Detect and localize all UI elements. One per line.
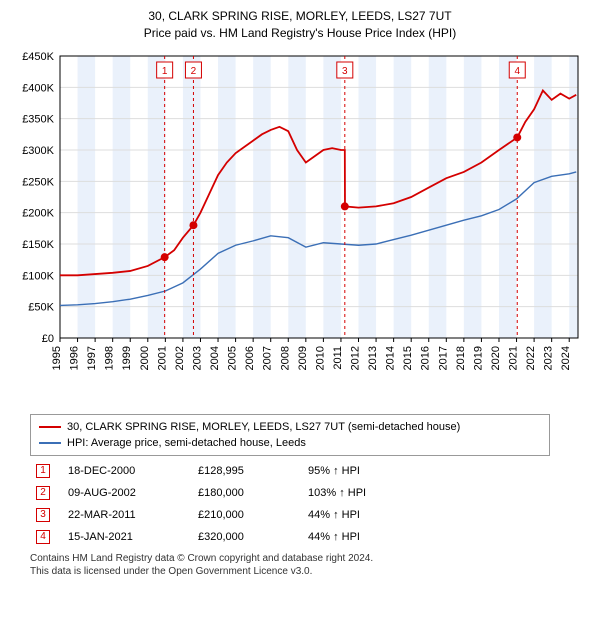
svg-text:£450K: £450K <box>22 51 54 63</box>
svg-text:2004: 2004 <box>209 346 221 370</box>
svg-text:2020: 2020 <box>490 346 502 370</box>
sale-date: 22-MAR-2011 <box>68 509 198 521</box>
sale-price: £180,000 <box>198 487 308 499</box>
sale-row: 3 22-MAR-2011 £210,000 44% ↑ HPI <box>30 504 588 526</box>
svg-text:2009: 2009 <box>297 346 309 370</box>
chart-svg: £0 £50K £100K £150K £200K £250K £300K £350K £400… <box>12 48 588 408</box>
svg-text:£400K: £400K <box>22 82 54 94</box>
svg-text:2011: 2011 <box>332 346 344 370</box>
svg-text:1999: 1999 <box>121 346 133 370</box>
svg-text:2013: 2013 <box>367 346 379 370</box>
svg-text:£0: £0 <box>42 333 54 345</box>
svg-text:£300K: £300K <box>22 145 54 157</box>
sale-pct: 44% ↑ HPI <box>308 531 418 543</box>
sale-pct: 103% ↑ HPI <box>308 487 418 499</box>
sale-price: £210,000 <box>198 509 308 521</box>
sale-price: £128,995 <box>198 465 308 477</box>
legend-row-property: 30, CLARK SPRING RISE, MORLEY, LEEDS, LS… <box>39 419 541 435</box>
legend-swatch-hpi <box>39 442 61 444</box>
svg-text:2017: 2017 <box>437 346 449 370</box>
svg-text:2006: 2006 <box>244 346 256 370</box>
svg-text:2022: 2022 <box>525 346 537 370</box>
svg-text:2: 2 <box>191 66 197 77</box>
sale-badge: 3 <box>36 508 50 522</box>
svg-text:2016: 2016 <box>420 346 432 370</box>
svg-text:4: 4 <box>514 66 520 77</box>
svg-text:2003: 2003 <box>191 346 203 370</box>
page-subtitle: Price paid vs. HM Land Registry's House … <box>12 25 588 42</box>
sale-badge: 2 <box>36 486 50 500</box>
svg-text:2015: 2015 <box>402 346 414 370</box>
svg-text:2018: 2018 <box>455 346 467 370</box>
sale-pct: 95% ↑ HPI <box>308 465 418 477</box>
sales-table: 1 18-DEC-2000 £128,995 95% ↑ HPI 2 09-AU… <box>30 460 588 548</box>
chart: £0 £50K £100K £150K £200K £250K £300K £350K £400… <box>12 48 588 408</box>
svg-text:£250K: £250K <box>22 176 54 188</box>
sale-date: 18-DEC-2000 <box>68 465 198 477</box>
footer: Contains HM Land Registry data © Crown c… <box>30 552 588 578</box>
svg-text:2023: 2023 <box>543 346 555 370</box>
sale-row: 4 15-JAN-2021 £320,000 44% ↑ HPI <box>30 526 588 548</box>
svg-text:2014: 2014 <box>385 346 397 370</box>
svg-text:1: 1 <box>162 66 168 77</box>
legend-label-hpi: HPI: Average price, semi-detached house,… <box>67 437 306 449</box>
svg-text:2024: 2024 <box>560 346 572 370</box>
svg-text:£50K: £50K <box>28 301 54 313</box>
svg-text:1996: 1996 <box>69 346 81 370</box>
legend-swatch-property <box>39 426 61 428</box>
sale-row: 2 09-AUG-2002 £180,000 103% ↑ HPI <box>30 482 588 504</box>
sale-pct: 44% ↑ HPI <box>308 509 418 521</box>
svg-text:2007: 2007 <box>262 346 274 370</box>
svg-text:1998: 1998 <box>104 346 116 370</box>
sale-price: £320,000 <box>198 531 308 543</box>
svg-text:2021: 2021 <box>508 346 520 370</box>
svg-text:2010: 2010 <box>314 346 326 370</box>
svg-text:£200K: £200K <box>22 207 54 219</box>
page: 30, CLARK SPRING RISE, MORLEY, LEEDS, LS… <box>0 0 600 586</box>
legend-row-hpi: HPI: Average price, semi-detached house,… <box>39 435 541 451</box>
svg-text:2000: 2000 <box>139 346 151 370</box>
legend-label-property: 30, CLARK SPRING RISE, MORLEY, LEEDS, LS… <box>67 421 460 433</box>
legend: 30, CLARK SPRING RISE, MORLEY, LEEDS, LS… <box>30 414 550 456</box>
svg-text:2019: 2019 <box>472 346 484 370</box>
svg-text:2005: 2005 <box>227 346 239 370</box>
svg-text:2008: 2008 <box>279 346 291 370</box>
sale-badge: 1 <box>36 464 50 478</box>
svg-text:1995: 1995 <box>51 346 63 370</box>
svg-text:1997: 1997 <box>86 346 98 370</box>
footer-line-2: This data is licensed under the Open Gov… <box>30 565 588 578</box>
svg-text:3: 3 <box>342 66 348 77</box>
sale-date: 15-JAN-2021 <box>68 531 198 543</box>
svg-text:£100K: £100K <box>22 270 54 282</box>
sale-date: 09-AUG-2002 <box>68 487 198 499</box>
footer-line-1: Contains HM Land Registry data © Crown c… <box>30 552 588 565</box>
page-title: 30, CLARK SPRING RISE, MORLEY, LEEDS, LS… <box>12 8 588 25</box>
svg-text:2002: 2002 <box>174 346 186 370</box>
svg-text:2012: 2012 <box>350 346 362 370</box>
svg-text:£150K: £150K <box>22 239 54 251</box>
sale-row: 1 18-DEC-2000 £128,995 95% ↑ HPI <box>30 460 588 482</box>
title-block: 30, CLARK SPRING RISE, MORLEY, LEEDS, LS… <box>12 8 588 42</box>
svg-text:2001: 2001 <box>156 346 168 370</box>
sale-badge: 4 <box>36 530 50 544</box>
svg-text:£350K: £350K <box>22 113 54 125</box>
